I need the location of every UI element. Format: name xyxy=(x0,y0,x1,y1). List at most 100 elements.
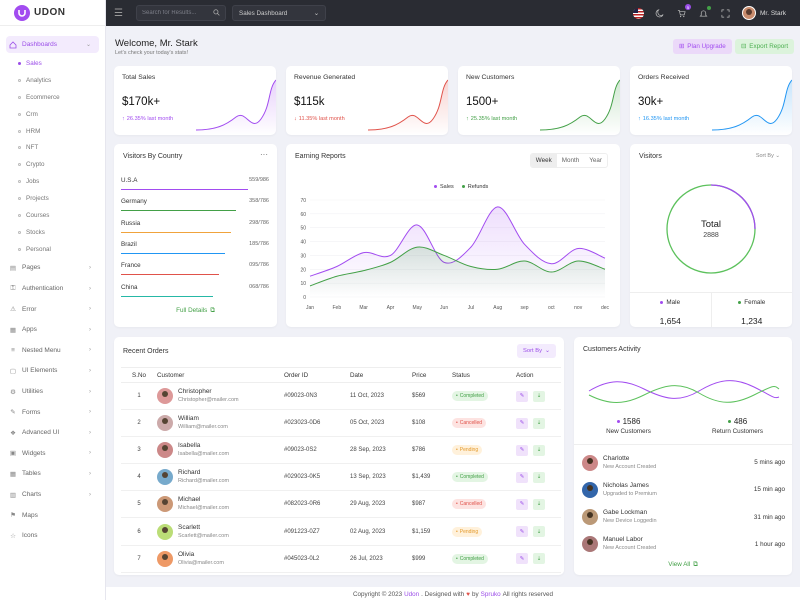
new-customers-count: 1586 xyxy=(622,417,641,426)
sidebar-subitem-crm[interactable]: Crm xyxy=(6,106,99,123)
x-tick-label: Aug xyxy=(493,305,502,311)
legend-refunds[interactable]: Refunds xyxy=(461,184,488,190)
country-value: 298/786 xyxy=(249,219,269,226)
tab-month[interactable]: Month xyxy=(561,157,580,164)
edit-button[interactable]: ✎ xyxy=(516,526,528,538)
table-row[interactable]: 3 Isabella Isabella@mailer.com #09023-0S2 28… xyxy=(121,437,561,465)
sidebar-item-charts[interactable]: ▥ Charts › xyxy=(6,484,99,505)
download-button[interactable]: ⇣ xyxy=(533,498,545,510)
footer-spruko-link[interactable]: Spruko xyxy=(480,591,501,598)
sidebar-subitem-hrm[interactable]: HRM xyxy=(6,123,99,140)
view-all-link[interactable]: View All ⧉ xyxy=(574,561,792,569)
order-price: $569 xyxy=(412,393,426,400)
edit-button[interactable]: ✎ xyxy=(516,417,528,429)
table-row[interactable]: 6 Scarlett Scarlett@mailer.com #091223-0Z7 0… xyxy=(121,518,561,546)
bell-icon[interactable] xyxy=(698,6,711,19)
us-flag-icon[interactable] xyxy=(632,7,644,19)
sidebar-subitem-sales[interactable]: Sales xyxy=(6,55,99,72)
table-row[interactable]: 5 Michael Michael@mailer.com #082023-0R6 29 … xyxy=(121,491,561,519)
brand[interactable]: UDON xyxy=(0,0,105,26)
sidebar-item-ui-elements[interactable]: ▢ UI Elements › xyxy=(6,361,99,382)
sidebar-item-utilities[interactable]: ⚙ Utilities › xyxy=(6,381,99,402)
sidebar-item-icons[interactable]: ☆ Icons xyxy=(6,525,99,546)
order-sno: 7 xyxy=(137,555,141,562)
activity-line-green xyxy=(588,385,780,403)
dashboard-select[interactable]: Sales Dashboard ⌄ xyxy=(232,5,326,21)
menu-toggle-icon[interactable]: ☰ xyxy=(114,7,123,19)
sidebar-subitem-jobs[interactable]: Jobs xyxy=(6,173,99,190)
sidebar-item-nested-menu[interactable]: ≡ Nested Menu › xyxy=(6,340,99,361)
sidebar-item-forms[interactable]: ✎ Forms › xyxy=(6,402,99,423)
sidebar-subitem-courses[interactable]: Courses xyxy=(6,207,99,224)
activity-item[interactable]: Manuel Labor New Account Created 1 hour ag… xyxy=(582,531,785,558)
cart-icon[interactable]: 5 xyxy=(676,4,691,19)
country-value: 559/986 xyxy=(249,177,269,183)
sidebar-item-error[interactable]: ⚠ Error › xyxy=(6,299,99,320)
sidebar-items: ▤ Pages › ⚿ Authentication › ⚠ Error › ▦ Apps › ≡ Nes… xyxy=(6,258,99,546)
sidebar-subitem-analytics[interactable]: Analytics xyxy=(6,72,99,89)
table-row[interactable]: 2 William William@mailer.com #023023-0D6 05 … xyxy=(121,410,561,438)
moon-icon[interactable] xyxy=(654,7,666,19)
search-icon[interactable] xyxy=(213,8,220,18)
country-value: 185/786 xyxy=(249,240,269,247)
table-row[interactable]: 1 Christopher Christopher@mailer.com #09023… xyxy=(121,383,561,411)
welcome-header: Welcome, Mr. Stark Let's check your toda… xyxy=(115,38,198,56)
sidebar-subitem-nft[interactable]: NFT xyxy=(6,139,99,156)
order-status: • Cancelled xyxy=(452,499,516,510)
edit-button[interactable]: ✎ xyxy=(516,444,528,456)
download-button[interactable]: ⇣ xyxy=(533,444,545,456)
order-id: #045023-0L2 xyxy=(284,555,320,562)
download-button[interactable]: ⇣ xyxy=(533,553,545,565)
sidebar-item-pages[interactable]: ▤ Pages › xyxy=(6,258,99,279)
activity-item[interactable]: Charlotte New Account Created 5 mins ago xyxy=(582,449,785,476)
tab-week[interactable]: Week xyxy=(530,154,557,167)
more-options-icon[interactable]: ··· xyxy=(260,150,268,159)
sidebar-item-dashboards[interactable]: Dashboards ⌄ xyxy=(6,36,99,53)
full-details-link[interactable]: Full Details ⧉ xyxy=(114,307,277,315)
customer-info: Olivia Olivia@mailer.com xyxy=(178,551,224,567)
edit-button[interactable]: ✎ xyxy=(516,553,528,565)
status-dot-icon: • xyxy=(456,447,458,454)
country-value: 358/786 xyxy=(249,198,269,205)
sidebar-item-maps[interactable]: ⚑ Maps xyxy=(6,505,99,526)
plan-upgrade-button[interactable]: ⊞ Plan Upgrade xyxy=(673,39,732,54)
sidebar-item-advanced-ui[interactable]: ❖ Advanced UI › xyxy=(6,422,99,443)
sidebar-subitem-stocks[interactable]: Stocks xyxy=(6,224,99,241)
tab-year[interactable]: Year xyxy=(589,157,602,164)
search-input[interactable] xyxy=(142,10,212,16)
export-report-button[interactable]: ⊟ Export Report xyxy=(735,39,795,54)
visitors-sort[interactable]: Sort By ⌄ xyxy=(755,153,780,159)
sidebar-subitem-ecommerce[interactable]: Ecommerce xyxy=(6,89,99,106)
sidebar-item-tables[interactable]: ▦ Tables › xyxy=(6,464,99,485)
sidebar-subitem-projects[interactable]: Projects xyxy=(6,190,99,207)
download-button[interactable]: ⇣ xyxy=(533,526,545,538)
sparkline-area xyxy=(540,80,620,135)
activity-item[interactable]: Gabe Lockman New Device Loggedin 31 min ag… xyxy=(582,504,785,531)
activity-item[interactable]: Nicholas James Upgraded to Premium 15 min … xyxy=(582,476,785,503)
legend-sales[interactable]: Sales xyxy=(434,184,454,190)
fullscreen-icon[interactable] xyxy=(720,7,732,19)
sidebar-item-apps[interactable]: ▦ Apps › xyxy=(6,319,99,340)
orders-sort-button[interactable]: Sort By ⌄ xyxy=(517,344,556,358)
edit-button[interactable]: ✎ xyxy=(516,390,528,402)
download-button[interactable]: ⇣ xyxy=(533,417,545,429)
sidebar-subitem-crypto[interactable]: Crypto xyxy=(6,156,99,173)
table-row[interactable]: 7 Olivia Olivia@mailer.com #045023-0L2 26 Ju… xyxy=(121,546,561,573)
sidebar-item-widgets[interactable]: ▣ Widgets › xyxy=(6,443,99,464)
download-button[interactable]: ⇣ xyxy=(533,390,545,402)
earning-reports-card: Earning Reports Week Month Year Sales Re… xyxy=(286,144,620,327)
edit-button[interactable]: ✎ xyxy=(516,471,528,483)
order-date: 11 Oct, 2023 xyxy=(350,393,384,400)
sidebar-subitem-personal[interactable]: Personal xyxy=(6,241,99,258)
footer-brand-link[interactable]: Udon xyxy=(404,591,420,598)
status-dot-icon: • xyxy=(456,501,458,508)
sidebar-item-authentication[interactable]: ⚿ Authentication › xyxy=(6,278,99,299)
donut-center: Total 2888 xyxy=(630,219,792,239)
table-row[interactable]: 4 Richard Richard@mailer.com #029023-0K5 13 … xyxy=(121,464,561,492)
download-button[interactable]: ⇣ xyxy=(533,471,545,483)
male-label: Male xyxy=(666,299,681,306)
customer-name: Olivia xyxy=(178,550,195,558)
user-menu[interactable]: Mr. Stark xyxy=(741,6,786,20)
avatar xyxy=(157,442,173,459)
edit-button[interactable]: ✎ xyxy=(516,498,528,510)
